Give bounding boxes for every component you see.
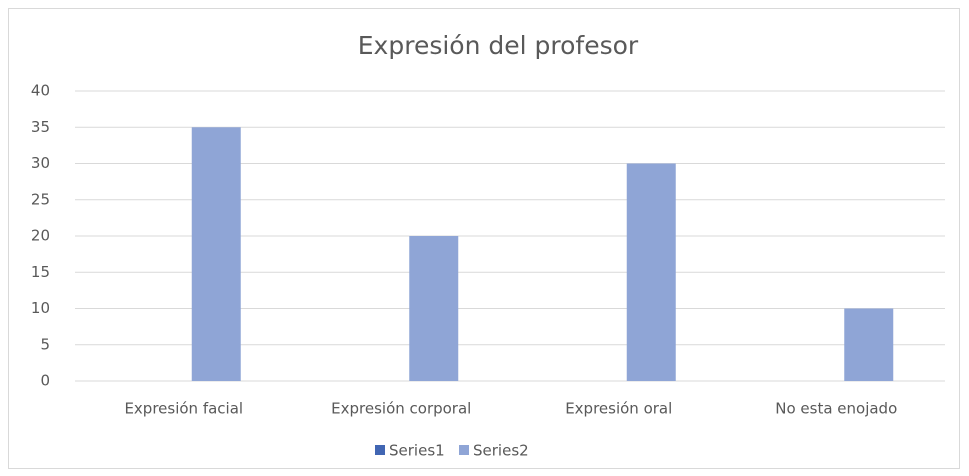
legend-label: Series1 (389, 442, 445, 460)
x-tick-label: Expresión facial (124, 400, 243, 418)
bar (626, 163, 676, 381)
y-tick-label: 10 (31, 299, 50, 317)
x-tick-label: No esta enojado (775, 400, 897, 418)
legend-swatch (459, 445, 469, 455)
y-tick-label: 5 (40, 335, 50, 353)
chart-border (8, 8, 960, 469)
y-tick-label: 40 (31, 82, 50, 100)
y-tick-label: 30 (31, 154, 50, 172)
x-tick-label: Expresión corporal (331, 400, 471, 418)
y-tick-label: 35 (31, 118, 50, 136)
bar (844, 308, 894, 381)
chart-title: Expresión del profesor (358, 31, 639, 60)
legend-swatch (375, 445, 385, 455)
y-tick-label: 20 (31, 227, 50, 245)
x-tick-label: Expresión oral (565, 400, 672, 418)
y-tick-label: 15 (31, 263, 50, 281)
y-tick-label: 25 (31, 190, 50, 208)
legend-label: Series2 (473, 442, 529, 460)
y-tick-label: 0 (40, 372, 50, 390)
bar (191, 127, 241, 381)
bar (409, 236, 459, 381)
